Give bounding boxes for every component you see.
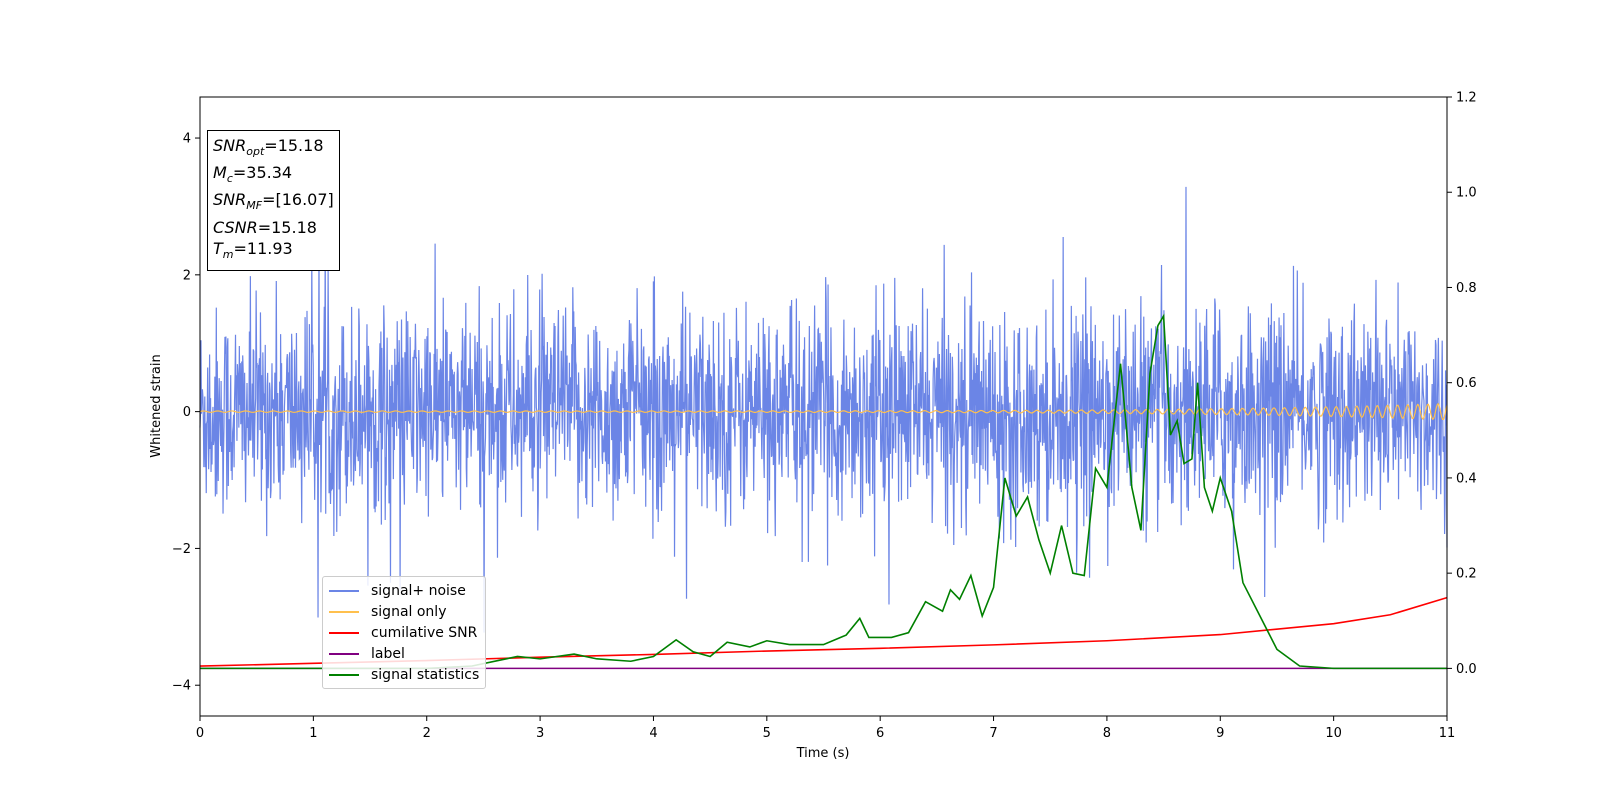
- plot-frame: [199, 96, 1448, 717]
- tm-subscript: m: [222, 247, 234, 261]
- y-right-tick-label: 0.6: [1456, 376, 1477, 391]
- snr-opt-subscript: opt: [246, 145, 265, 159]
- legend-label: signal+ noise: [371, 582, 466, 599]
- csnr-row: CSNR=15.18: [213, 217, 334, 238]
- csnr-value: =15.18: [257, 217, 317, 237]
- x-tick-label: 11: [1439, 726, 1456, 741]
- y-right-tick-label: 0.4: [1456, 471, 1477, 486]
- snr-opt-value: =15.18: [264, 136, 324, 155]
- legend-item: signal statistics: [329, 664, 479, 685]
- csnr-symbol: CSNR: [213, 217, 258, 237]
- x-tick-label: 9: [1216, 726, 1224, 741]
- y-right-tick-label: 0.0: [1456, 662, 1477, 677]
- legend-item: signal+ noise: [329, 580, 479, 601]
- legend: signal+ noise signal only cumilative SNR…: [322, 576, 487, 689]
- x-tick-label: 0: [196, 726, 204, 741]
- legend-swatch: [329, 652, 359, 655]
- x-tick-label: 5: [763, 726, 771, 741]
- chirp-mass-row: Mc=35.34: [213, 162, 334, 189]
- x-tick-label: 1: [309, 726, 317, 741]
- x-tick-label: 7: [989, 726, 997, 741]
- legend-label: cumilative SNR: [371, 624, 478, 641]
- x-tick-label: 2: [423, 726, 431, 741]
- x-axis: 0 1 2 3 4 5 6 7 8 9 10 11: [196, 716, 1455, 741]
- y-right-tick-label: 1.0: [1456, 186, 1477, 201]
- y-left-tick-label: −2: [172, 542, 191, 557]
- legend-label: label: [371, 645, 405, 662]
- snr-opt-symbol: SNR: [213, 136, 247, 155]
- chirp-mass-subscript: c: [226, 172, 233, 186]
- legend-label: signal only: [371, 603, 447, 620]
- y-left-tick-label: −4: [172, 679, 191, 694]
- y-axis-label: Whitened strain: [149, 354, 164, 457]
- x-tick-label: 8: [1103, 726, 1111, 741]
- legend-item: signal only: [329, 601, 479, 622]
- snr-mf-symbol: SNR: [213, 190, 247, 210]
- x-tick-label: 4: [649, 726, 657, 741]
- legend-label: signal statistics: [371, 666, 480, 683]
- y-right-tick-label: 0.8: [1456, 281, 1477, 296]
- y-right-tick-label: 0.2: [1456, 567, 1477, 582]
- legend-swatch: [329, 673, 359, 676]
- signal-only-line: [199, 402, 1448, 421]
- snr-mf-row: SNRMF=[16.07]: [213, 189, 334, 216]
- chirp-mass-value: =35.34: [232, 163, 293, 183]
- y-left-tick-label: 2: [183, 268, 191, 283]
- x-tick-label: 3: [536, 726, 544, 741]
- y-right-tick-label: 1.2: [1456, 91, 1477, 106]
- legend-item: label: [329, 643, 479, 664]
- legend-swatch: [329, 631, 359, 634]
- y-axis-left: 4 2 0 −2 −4: [172, 132, 200, 694]
- y-left-tick-label: 0: [183, 405, 191, 420]
- tm-symbol: T: [213, 238, 223, 258]
- tm-row: Tm=11.93: [213, 238, 334, 265]
- chirp-mass-symbol: M: [213, 163, 227, 183]
- signal-statistics-line: [200, 313, 1447, 670]
- y-left-tick-label: 4: [183, 132, 191, 147]
- legend-swatch: [329, 589, 359, 592]
- x-axis-label: Time (s): [796, 746, 850, 761]
- snr-info-box: SNRopt=15.18 Mc=35.34 SNRMF=[16.07] CSNR…: [207, 130, 340, 271]
- tm-value: =11.93: [233, 238, 293, 258]
- snr-mf-value: =[16.07]: [262, 190, 334, 210]
- x-tick-label: 10: [1325, 726, 1342, 741]
- legend-item: cumilative SNR: [329, 622, 479, 643]
- snr-opt-row: SNRopt=15.18: [213, 135, 334, 162]
- snr-mf-subscript: MF: [246, 199, 263, 213]
- x-tick-label: 6: [876, 726, 884, 741]
- y-axis-right: 1.2 1.0 0.8 0.6 0.4 0.2 0.0: [1447, 91, 1477, 677]
- legend-swatch: [329, 610, 359, 613]
- signal-noise-line: [199, 186, 1448, 633]
